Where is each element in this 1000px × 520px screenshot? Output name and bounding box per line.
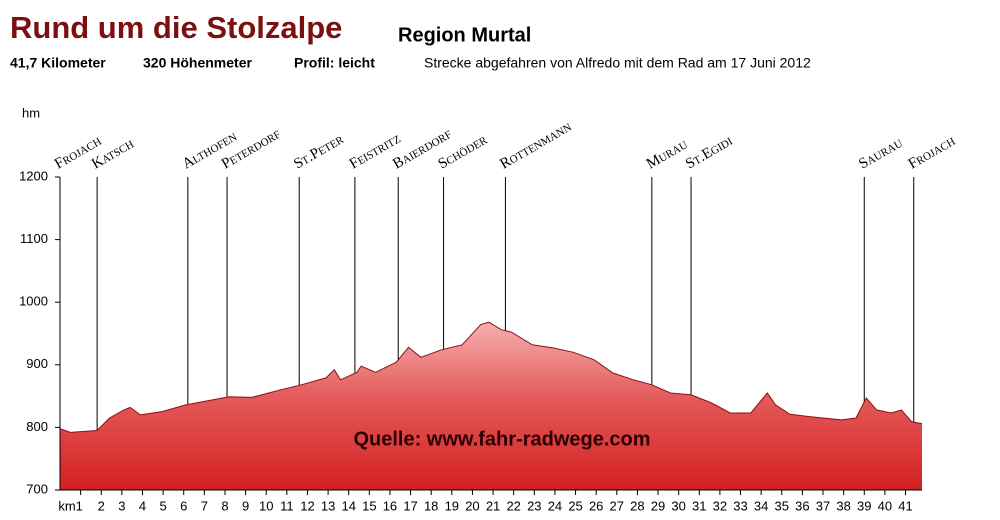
x-tick-label: 15 [362,498,376,513]
x-tick-label: 4 [139,498,146,513]
x-tick-label: 21 [486,498,500,513]
x-tick-label: 19 [445,498,459,513]
x-tick-label: 36 [795,498,809,513]
x-tick-label: 9 [242,498,249,513]
x-tick-label: 39 [857,498,871,513]
x-tick-label: 24 [548,498,562,513]
x-tick-label: 41 [898,498,912,513]
x-tick-label: 25 [568,498,582,513]
chart-title: Rund um die Stolzalpe [10,10,342,45]
x-tick-label: 2 [98,498,105,513]
x-tick-label: 8 [221,498,228,513]
place-label: Rottenmann [497,119,574,173]
y-tick-label: 1000 [19,294,48,309]
x-tick-label: 17 [403,498,417,513]
x-tick-label: 32 [713,498,727,513]
place-label: Saurau [856,135,905,173]
x-tick-label: km1 [58,498,83,513]
x-tick-label: 34 [754,498,768,513]
y-tick-label: 1200 [19,168,48,183]
y-tick-label: 1100 [20,231,48,246]
y-axis-label: hm [22,105,40,120]
profile-line [59,321,923,433]
x-tick-label: 10 [259,498,273,513]
note: Strecke abgefahren von Alfredo mit dem R… [424,55,811,71]
x-tick-label: 7 [201,498,208,513]
x-tick-label: 16 [383,498,397,513]
y-tick-label: 900 [26,356,48,371]
y-tick-label: 800 [26,419,48,434]
y-tick-label: 700 [26,481,48,496]
watermark: Quelle: www.fahr-radwege.com [353,428,650,450]
x-tick-label: 6 [180,498,187,513]
x-tick-label: 5 [159,498,166,513]
x-tick-label: 14 [341,498,355,513]
x-tick-label: 40 [878,498,892,513]
place-label: St.Peter [291,131,347,173]
x-tick-label: 13 [321,498,335,513]
stat: Profil: leicht [294,55,375,71]
x-tick-label: 18 [424,498,438,513]
subtitle: Region Murtal [398,24,531,46]
x-tick-label: 11 [280,498,294,513]
stat: 320 Höhenmeter [143,55,252,71]
x-tick-label: 20 [465,498,479,513]
x-tick-label: 12 [300,498,314,513]
x-tick-label: 38 [836,498,850,513]
x-tick-label: 3 [118,498,125,513]
x-tick-label: 31 [692,498,706,513]
stat: 41,7 Kilometer [10,55,106,71]
x-tick-label: 33 [733,498,747,513]
x-tick-label: 23 [527,498,541,513]
x-tick-label: 26 [589,498,603,513]
place-label: St.Egidi [683,133,736,173]
x-tick-label: 29 [651,498,665,513]
x-tick-label: 27 [610,498,624,513]
x-tick-label: 28 [630,498,644,513]
place-label: Frojach [906,133,958,172]
x-tick-label: 22 [506,498,520,513]
x-tick-label: 35 [775,498,789,513]
x-tick-label: 37 [816,498,830,513]
x-tick-label: 30 [671,498,685,513]
place-label: Murau [644,136,691,172]
area [60,322,922,490]
